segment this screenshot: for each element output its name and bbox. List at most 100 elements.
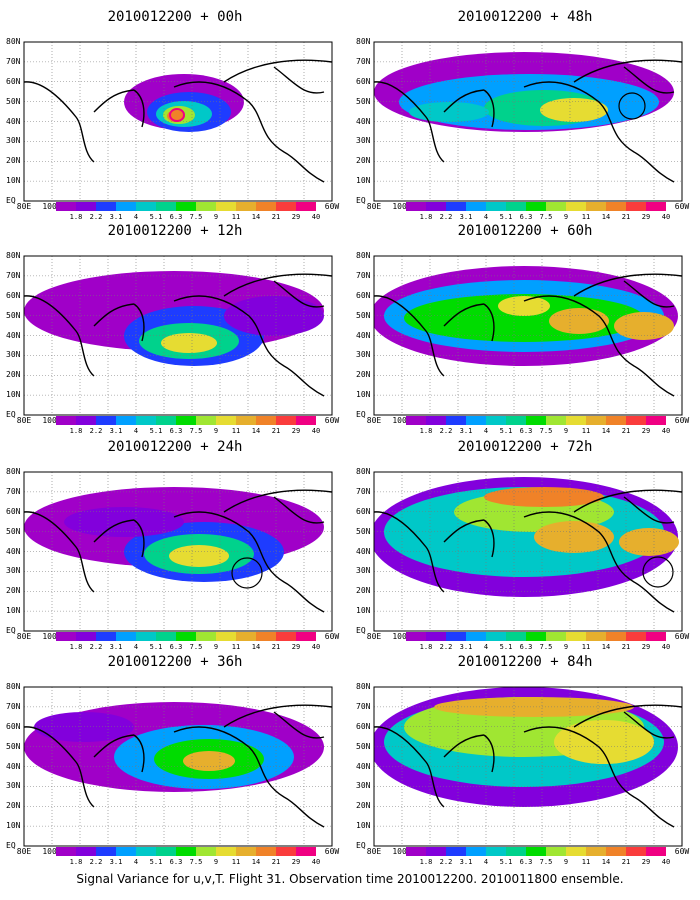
latitude-label: 70N (6, 56, 21, 66)
colorbar-swatch (446, 632, 466, 641)
figure-caption: Signal Variance for u,v,T. Flight 31. Ob… (76, 872, 624, 886)
colorbar (56, 632, 316, 641)
colorbar-swatch (236, 416, 256, 425)
coastline (24, 489, 332, 613)
longitude-label: 60W (674, 847, 690, 856)
colorbar-swatch (256, 416, 276, 425)
longitude-label: 100E (42, 202, 62, 211)
colorbar-swatch (486, 202, 506, 211)
latitude-label: 20N (6, 156, 21, 166)
longitude-label: 80E (366, 632, 382, 641)
latitude-label: 40N (356, 546, 371, 556)
latitude-label: 40N (6, 330, 21, 340)
colorbar-label: 29 (291, 858, 301, 866)
latitude-label: 30N (356, 781, 371, 791)
latitude-label: 10N (6, 176, 21, 186)
colorbar-swatch (466, 847, 486, 856)
panel-title: 2010012200 + 48h (457, 9, 593, 25)
colorbar-label: 6.3 (169, 858, 183, 866)
latitude-label: 40N (356, 330, 371, 340)
colorbar-swatch (96, 847, 116, 856)
latitude-label: 50N (356, 526, 371, 536)
latitude-label: EQ (6, 841, 16, 850)
latitude-label: EQ (6, 410, 16, 419)
colorbar-swatch (466, 416, 486, 425)
colorbar-swatch (276, 632, 296, 641)
colorbar-swatch (116, 847, 136, 856)
coastline (24, 59, 332, 183)
variance-map (23, 471, 333, 632)
latitude-label: 50N (6, 310, 21, 320)
coastline (374, 704, 682, 828)
colorbar-swatch (566, 416, 586, 425)
colorbar-label: 5.1 (149, 213, 163, 221)
colorbar-swatch (446, 202, 466, 211)
colorbar (56, 202, 316, 211)
colorbar-label: 40 (311, 643, 321, 651)
colorbar-label: 3.1 (109, 213, 123, 221)
colorbar-label: 7.5 (539, 643, 553, 651)
colorbar-swatch (56, 202, 76, 211)
colorbar-swatch (96, 416, 116, 425)
colorbar-label: 14 (601, 427, 611, 435)
colorbar-swatch (506, 202, 526, 211)
latitude-label: 20N (356, 801, 371, 811)
colorbar-swatch (176, 632, 196, 641)
colorbar-swatch (466, 202, 486, 211)
colorbar-swatch (196, 632, 216, 641)
panel-title: 2010012200 + 36h (107, 654, 243, 670)
colorbar-swatch (646, 632, 666, 641)
latitude-label: 30N (6, 781, 21, 791)
colorbar-label: 9 (563, 643, 569, 651)
colorbar-label: 7.5 (539, 427, 553, 435)
colorbar-label: 1.8 (69, 858, 83, 866)
variance-contour-fill (554, 720, 654, 764)
colorbar-label: 11 (231, 213, 241, 221)
map-panel: 2010012200 + 00h 80N 70N 60N 50N 40N 30N 20N 10N… (5, 8, 345, 223)
colorbar-label: 14 (601, 643, 611, 651)
longitude-label: 100E (42, 847, 62, 856)
latitude-label: 80N (356, 467, 371, 476)
colorbar-swatch (606, 416, 626, 425)
colorbar (406, 632, 666, 641)
variance-contour-fill (161, 333, 217, 353)
colorbar-swatch (446, 416, 466, 425)
colorbar-swatch (506, 416, 526, 425)
colorbar-swatch (196, 416, 216, 425)
panel-title: 2010012200 + 60h (457, 223, 593, 239)
colorbar-label: 4 (133, 643, 139, 651)
latitude-label: 60N (356, 506, 371, 516)
colorbar-swatch (546, 632, 566, 641)
coastline (24, 704, 332, 828)
latitude-label: 60N (356, 76, 371, 86)
colorbar-swatch (96, 632, 116, 641)
colorbar-label: 6.3 (519, 643, 533, 651)
colorbar-swatch (546, 847, 566, 856)
longitude-label: 60W (324, 416, 340, 425)
colorbar-label: 4 (483, 213, 489, 221)
panel-title: 2010012200 + 72h (457, 439, 593, 455)
longitude-label: 80E (366, 847, 382, 856)
latitude-label: 50N (356, 741, 371, 751)
latitude-label: 60N (6, 506, 21, 516)
latitude-label: 10N (356, 176, 371, 186)
colorbar-swatch (606, 847, 626, 856)
colorbar-label: 14 (251, 427, 261, 435)
variance-contour-fill (409, 102, 489, 122)
longitude-label: 80E (16, 202, 32, 211)
variance-map (373, 686, 683, 847)
colorbar-label: 21 (271, 213, 281, 221)
colorbar-label: 11 (581, 643, 591, 651)
observation-marker (169, 108, 185, 122)
longitude-label: 100E (392, 202, 412, 211)
colorbar-label: 1.8 (419, 858, 433, 866)
latitude-label: EQ (6, 196, 16, 205)
colorbar-swatch (56, 416, 76, 425)
latitude-label: 20N (356, 370, 371, 380)
panel-title: 2010012200 + 00h (107, 9, 243, 25)
colorbar (56, 416, 316, 425)
colorbar-swatch (136, 632, 156, 641)
colorbar-swatch (196, 847, 216, 856)
latitude-label: 60N (356, 290, 371, 300)
colorbar-label: 14 (601, 213, 611, 221)
